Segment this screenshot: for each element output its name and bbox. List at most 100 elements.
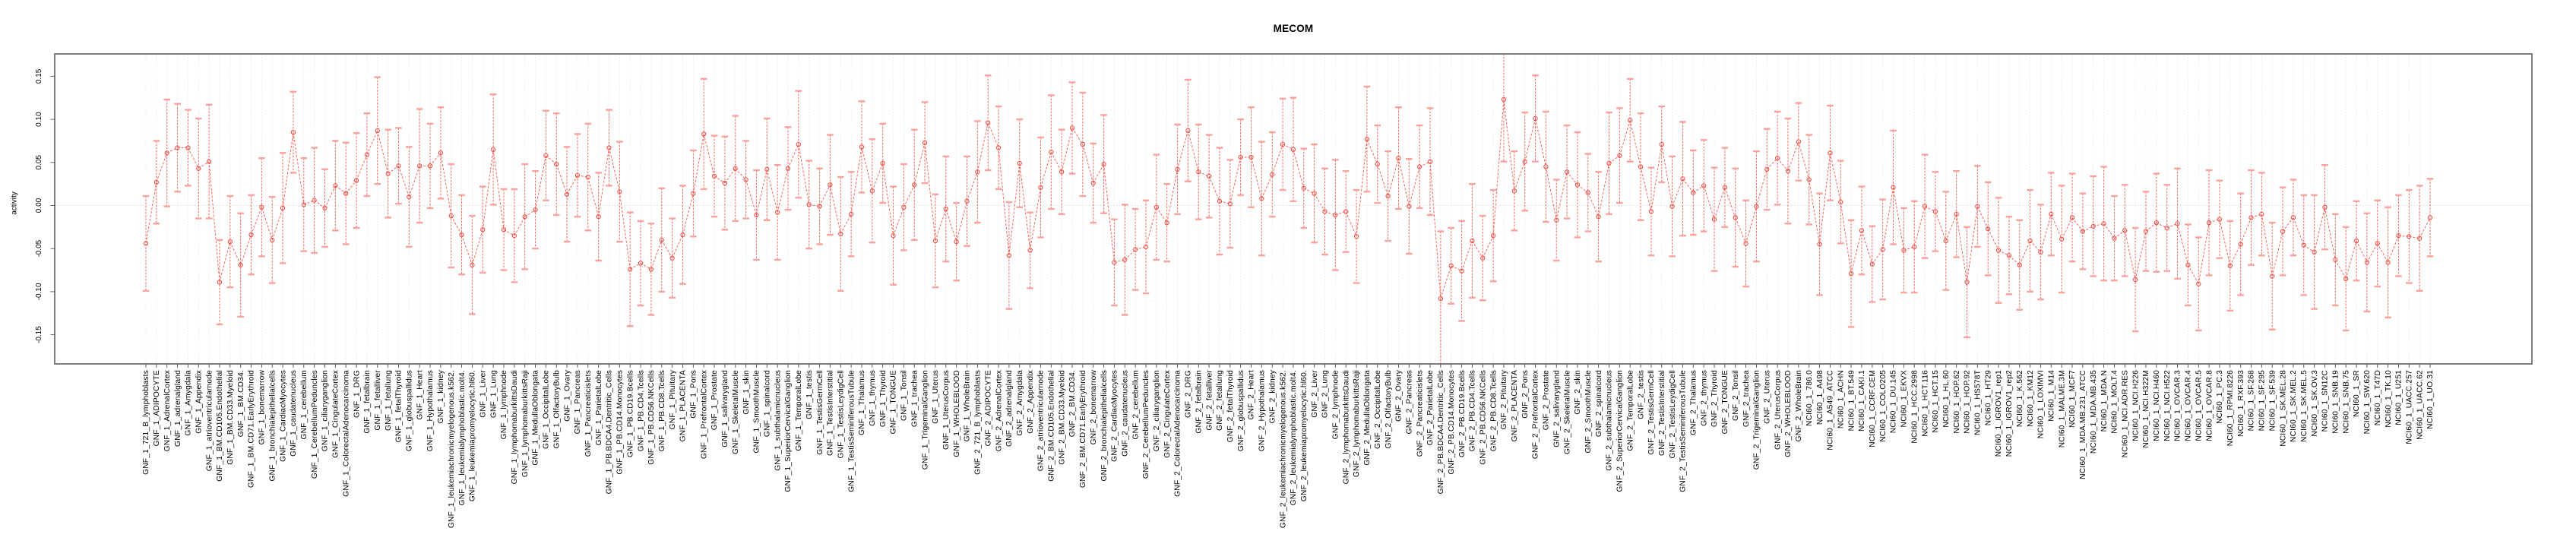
x-tick-label: GNF_1_TestisSeminiferousTubule [847, 370, 856, 492]
x-tick-label: NCI60_1_OVCAR.8 [2205, 370, 2214, 441]
x-tick-label: GNF_2_PB.BDCA4.Dentritic_Cells [1437, 370, 1445, 494]
x-tick-label: NCI60_1_HOP.62 [1953, 370, 1961, 434]
x-tick-label: GNF_2_skin [1574, 370, 1582, 415]
x-tick-label: NCI60_1_MCF7 [2068, 370, 2077, 428]
x-tick-label: GNF_1_Ovary [563, 369, 571, 422]
x-tick-label: NCI60_1_CAKI.1 [1858, 370, 1866, 432]
x-tick-label: GNF_2_Tonsil [1732, 370, 1740, 421]
x-tick-label: GNF_2_PB.CD4.Tcells [1469, 370, 1477, 451]
x-tick-label: GNF_2_OlfactoryBulb [1385, 370, 1393, 449]
x-tick-label: NCI60_1_OVCAR.5 [2195, 370, 2203, 441]
x-tick-label: NCI60_1_UACC.62 [2416, 370, 2424, 440]
x-tick-label: GNF_1_TestisGermCell [816, 370, 824, 455]
x-tick-label: GNF_1_Liver [479, 370, 487, 418]
x-tick-label: GNF_1_adrenalgland [174, 370, 182, 447]
x-tick-label: GNF_1_SuperiorCervicalGanglion [784, 370, 793, 492]
x-tick-label: GNF_1_testis [805, 370, 814, 419]
x-tick-label: GNF_2_721_B_lymphoblasts [974, 370, 983, 475]
x-tick-label: GNF_2_caudatenucleus [1121, 370, 1129, 457]
x-tick-label: NCI60_1_NCI.H322M [2142, 370, 2150, 448]
x-tick-label: GNF_1_Pituitary [669, 369, 677, 429]
x-tick-label: GNF_2_bonemarrow [1090, 370, 1098, 445]
x-tick-label: NCI60_1_OVCAR.3 [2174, 370, 2182, 441]
x-tick-label: NCI60_1_OVCAR.4 [2185, 370, 2193, 441]
x-tick-label: GNF_1_fetalliver [374, 370, 382, 431]
x-tick-label: GNF_2_PB.CD8.Tcells [1489, 370, 1498, 451]
x-tick-label: GNF_2_Pancreas [1406, 370, 1414, 434]
x-tick-label: GNF_1_leukemialymphoblastic.molt4. [458, 370, 467, 505]
x-tick-label: GNF_2_testis [1637, 370, 1645, 419]
x-tick-label: NCI60_1_SK.MEL.5 [2300, 370, 2309, 442]
x-tick-label: GNF_1_SkeletalMuscle [732, 370, 740, 454]
x-tick-label: GNF_1_ciliaryganglion [321, 370, 330, 451]
x-tick-label: NCI60_1_U251 [2395, 370, 2404, 425]
x-tick-label: GNF_2_WholeBrain [1795, 370, 1803, 441]
x-tick-label: NCI60_1_CCRF.CEM [1869, 370, 1877, 447]
x-tick-label: NCI60_1_IGROV1_rep2 [2005, 370, 2014, 457]
x-tick-label: GNF_2_Ovary [1395, 369, 1404, 422]
x-tick-label: GNF_1_AdrenalCortex [163, 370, 172, 451]
y-tick-label: 0.15 [35, 68, 43, 84]
x-tick-label: GNF_1_CardiacMyocytes [279, 370, 287, 462]
x-tick-label: GNF_2_PLACENTA [1511, 370, 1519, 441]
x-tick-label: NCI60_1_SNB.75 [2342, 370, 2350, 434]
x-tick-label: GNF_1_TestisInterstitial [827, 370, 835, 456]
gridlines [145, 55, 2431, 363]
x-tick-label: NCI60_1_SR [2353, 370, 2361, 417]
x-tick-label: GNF_2_ParietalLobe [1426, 370, 1435, 445]
x-tick-label: GNF_1_Tonsil [900, 370, 909, 421]
x-tick-label: NCI60_1_MALME.3M [2058, 370, 2066, 447]
x-tick-label: GNF_1_cerebellum [300, 370, 309, 440]
x-tick-label: GNF_1_globuspallidus [406, 370, 414, 451]
x-tick-label: GNF_2_TestisInterstitial [1658, 370, 1666, 456]
x-tick-label: NCI60_1_NCI.H460 [2153, 370, 2161, 441]
x-tick-label: GNF_1_UterusCorpus [942, 370, 951, 450]
x-tick-label: NCI60_1_NCI.ADR.RES [2121, 370, 2129, 457]
x-tick-label: NCI60_1_HT29 [1984, 370, 1992, 425]
x-tick-label: GNF_2_leukemiachronicmyelogenous.k562. [1279, 370, 1287, 528]
x-tick-label: GNF_1_BM.CD71.EarlyErythroid [248, 370, 256, 488]
x-tick-label: GNF_1_Thalamus [858, 370, 866, 435]
x-tick-label: GNF_1_trachea [910, 370, 919, 427]
x-tick-label: GNF_2_Prostate [1543, 370, 1551, 430]
x-tick-label: NCI60_1_ACHN [1837, 370, 1845, 428]
x-tick-label: NCI60_1_EKVX [1900, 370, 1909, 427]
x-tick-label: GNF_2_cerebellum [1131, 370, 1140, 440]
x-tick-label: NCI60_1_K.562 [2016, 370, 2024, 427]
x-tick-label: NCI60_1_HL.60 [1942, 370, 1951, 428]
x-tick-label: NCI60_1_SK.MEL.2 [2290, 370, 2298, 442]
x-axis-labels: GNF_1_721_B_lymphoblasts GNF_1_ADIPOCYTE G… [142, 369, 2435, 528]
x-tick-label: NCI60_1_UO.31 [2426, 370, 2435, 429]
x-tick-label: GNF_1_TestisLeydigCell [837, 370, 845, 459]
x-tick-label: GNF_1_Pancreas [574, 370, 582, 434]
x-tick-label: NCI60_1_SW.620 [2363, 370, 2372, 434]
x-tick-label: GNF_1_Lung [489, 370, 498, 418]
x-tick-label: GNF_1_MedullaOblongata [532, 370, 540, 466]
x-tick-label: GNF_2_Pancreaticislets [1416, 370, 1424, 457]
x-tick-label: GNF_2_bronchialepithelialcells [1100, 370, 1109, 481]
x-tick-label: GNF_2_PB.CD14.Monocytes [1448, 370, 1456, 475]
x-tick-label: GNF_1_fetalThyroid [395, 370, 403, 442]
x-tick-label: NCI60_1_A549_ATCC [1827, 370, 1835, 451]
x-tick-label: GNF_1_Hypothalamus [426, 370, 435, 451]
x-tick-label: GNF_2_subthalamicnucleus [1606, 370, 1614, 471]
x-tick-label: GNF_1_lymphomaburkittsDaudi [511, 370, 519, 484]
x-tick-label: GNF_2_adrenalgland [1005, 370, 1014, 447]
x-tick-label: GNF_1_OlfactoryBulb [552, 370, 561, 449]
x-tick-label: GNF_1_bronchialepithelialcells [268, 370, 277, 481]
y-axis-ticks: 0.15 0.10 0.05 0.00 -0.05 -0.10 -0.15 [35, 68, 55, 343]
x-tick-label: NCI60_1_SF.268 [2248, 370, 2256, 432]
x-tick-label: GNF_2_globuspallidus [1237, 370, 1245, 451]
x-tick-label: GNF_2_Lung [1321, 370, 1330, 418]
x-tick-label: GNF_1_skin [742, 370, 751, 415]
x-tick-label: GNF_1_SmoothMuscle [753, 370, 761, 454]
x-tick-label: NCI60_1_BT.549 [1847, 370, 1856, 432]
x-tick-label: GNF_2_lymphnode [1332, 370, 1340, 439]
x-tick-label: NCI60_1_UACC.257 [2405, 370, 2413, 444]
x-tick-label: NCI60_1_SF.295 [2258, 370, 2267, 432]
x-tick-label: GNF_1_721_B_lymphoblasts [142, 370, 150, 475]
x-tick-label: GNF_1_DRG [353, 370, 361, 418]
x-tick-label: GNF_1_Prostate [710, 370, 719, 430]
x-tick-label: GNF_1_PB.CD19.Bcells [626, 370, 635, 457]
